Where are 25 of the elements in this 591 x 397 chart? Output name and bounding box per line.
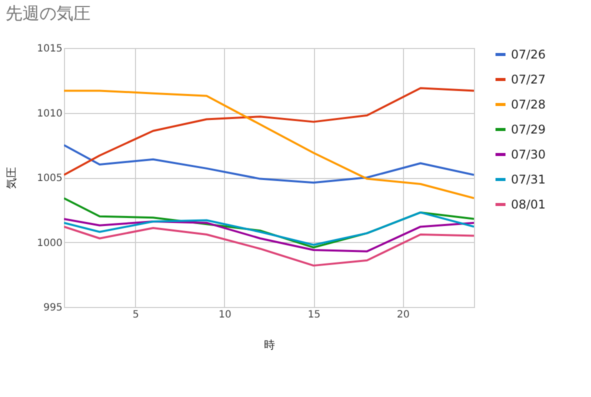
line-series	[64, 90, 474, 200]
line-series	[64, 144, 474, 184]
legend-label: 07/29	[511, 122, 546, 136]
legend-label: 07/26	[511, 48, 546, 62]
line-series	[64, 226, 474, 267]
x-tick-label: 10	[218, 310, 232, 320]
legend-label: 07/31	[511, 172, 546, 186]
y-tick-label: 1005	[37, 173, 62, 184]
legend-label: 07/27	[511, 72, 546, 86]
line-series	[64, 87, 474, 176]
y-axis-title: 気圧	[5, 167, 18, 189]
x-tick-label: 15	[308, 310, 320, 320]
x-tick-label: 20	[396, 310, 410, 320]
line-series	[64, 211, 474, 246]
y-tick-label: 1015	[37, 44, 62, 54]
y-tick-label: 995	[43, 302, 62, 314]
chart-title: 先週の気圧	[6, 4, 91, 24]
legend-label: 08/01	[511, 198, 546, 212]
x-axis-title: 時	[264, 338, 275, 352]
legend-label: 07/28	[511, 98, 546, 112]
x-tick-label: 5	[132, 310, 139, 320]
legend-label: 07/30	[511, 148, 546, 162]
line-series	[64, 218, 474, 252]
y-tick-label: 1000	[37, 238, 62, 249]
y-tick-label: 1010	[37, 108, 62, 120]
